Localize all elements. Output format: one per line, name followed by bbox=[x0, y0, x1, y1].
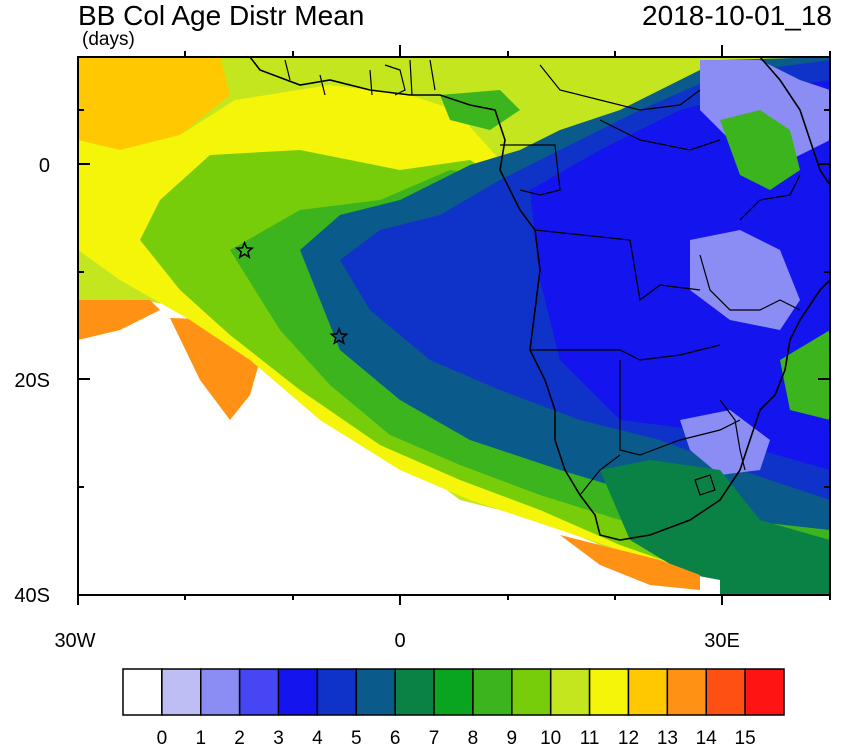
colorbar bbox=[122, 668, 785, 716]
colorbar-swatch bbox=[705, 668, 746, 716]
border-angola-namibia bbox=[530, 344, 721, 361]
border-west-africa bbox=[384, 64, 406, 96]
colorbar-swatch bbox=[627, 668, 669, 716]
colorbar-tick-label: 9 bbox=[506, 728, 518, 749]
border-mozambique bbox=[719, 399, 746, 471]
border-namibia-south bbox=[579, 454, 621, 496]
field-white-no-data bbox=[78, 57, 720, 595]
colorbar-tick-label: 11 bbox=[579, 728, 600, 749]
border-sahel bbox=[539, 64, 701, 111]
field-light-blue-patches bbox=[680, 60, 830, 475]
colorbar-swatch bbox=[588, 668, 630, 716]
colorbar-tick-label: 13 bbox=[656, 728, 678, 749]
field-orange-cape bbox=[560, 535, 700, 590]
colorbar-swatch bbox=[355, 668, 396, 716]
plot-frame bbox=[77, 56, 831, 596]
lat-label-0: 0 bbox=[38, 155, 50, 177]
colorbar-swatch bbox=[277, 668, 319, 716]
colorbar-tick-label: 7 bbox=[428, 728, 440, 749]
tick-marks bbox=[77, 45, 831, 605]
colorbar-tick-label: 0 bbox=[156, 728, 168, 749]
colorbar-swatch bbox=[511, 668, 552, 716]
colorbar-swatch bbox=[238, 668, 280, 716]
border-central bbox=[599, 119, 721, 151]
map-title: BB Col Age Distr Mean bbox=[78, 0, 365, 31]
border-lesotho bbox=[694, 474, 716, 496]
coastlines bbox=[249, 57, 830, 541]
colorbar-swatch bbox=[200, 668, 241, 716]
colorbar-swatch bbox=[122, 668, 163, 716]
colorbar-swatch bbox=[472, 668, 513, 716]
colorbar-tick-label: 8 bbox=[467, 728, 479, 749]
border-zambia bbox=[699, 254, 801, 311]
field-green-patches bbox=[440, 90, 830, 420]
coastline-east-africa bbox=[759, 57, 830, 186]
lon-label-30e: 30E bbox=[704, 630, 740, 652]
border-angola-drc bbox=[534, 229, 701, 302]
field-orange-northwest bbox=[78, 57, 230, 150]
units-label: (days) bbox=[82, 29, 135, 50]
border-west-africa-lines bbox=[284, 59, 436, 96]
timestamp-label: 2018-10-01_18 bbox=[642, 0, 832, 31]
lat-label-40s: 40S bbox=[14, 585, 50, 607]
colorbar-swatch bbox=[394, 668, 435, 716]
colorbar-tick-label: 10 bbox=[540, 728, 562, 749]
colorbar-tick-label: 1 bbox=[195, 728, 207, 749]
colorbar-swatch bbox=[666, 668, 707, 716]
age-field bbox=[78, 57, 830, 595]
colorbar-tick-label: 5 bbox=[351, 728, 362, 749]
field-green-south bbox=[600, 460, 830, 595]
lon-label-30w: 30W bbox=[54, 630, 96, 652]
lat-label-20s: 20S bbox=[14, 370, 50, 392]
colorbar-tick-label: 12 bbox=[617, 728, 640, 749]
border-gabon bbox=[500, 144, 561, 196]
colorbar-tick-label: 14 bbox=[695, 728, 717, 749]
star-marker bbox=[234, 240, 255, 259]
colorbar-swatch bbox=[433, 668, 474, 716]
colorbar-tick-label: 6 bbox=[389, 728, 401, 749]
lon-label-0: 0 bbox=[394, 630, 406, 652]
colorbar-swatch bbox=[161, 668, 202, 716]
colorbar-swatch bbox=[316, 668, 358, 716]
colorbar-tick-label: 15 bbox=[734, 728, 756, 749]
border-tanzania bbox=[739, 174, 801, 221]
site-markers bbox=[234, 240, 349, 345]
border-botswana bbox=[619, 360, 741, 456]
colorbar-swatch bbox=[549, 668, 591, 716]
coastline-africa bbox=[249, 57, 830, 541]
field-white-south bbox=[300, 520, 720, 595]
colorbar-swatch bbox=[744, 668, 785, 716]
colorbar-tick-label: 4 bbox=[312, 728, 323, 749]
star-marker bbox=[329, 326, 349, 345]
colorbar-tick-label: 2 bbox=[234, 728, 245, 749]
country-borders bbox=[284, 59, 801, 496]
colorbar-tick-label: 3 bbox=[273, 728, 284, 749]
